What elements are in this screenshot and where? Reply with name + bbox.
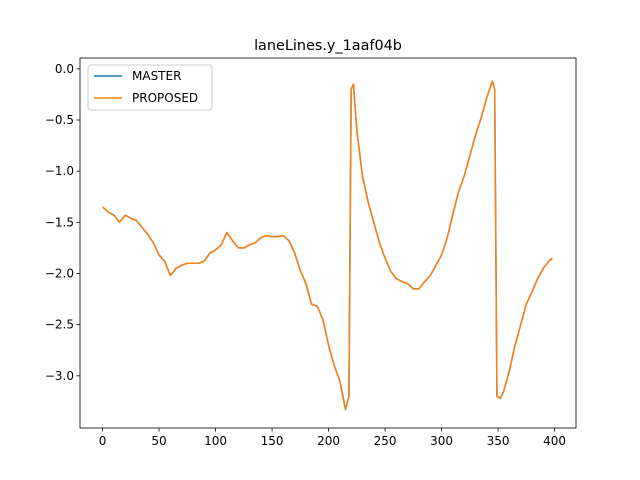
y-tick-label: −2.0 bbox=[45, 266, 74, 280]
y-tick-label: −1.0 bbox=[45, 164, 74, 178]
plot-frame bbox=[79, 57, 577, 429]
x-tick-label: 100 bbox=[204, 434, 227, 448]
y-tick-label: 0.0 bbox=[55, 62, 74, 76]
y-tick-label: −1.5 bbox=[45, 215, 74, 229]
x-tick-label: 0 bbox=[99, 434, 107, 448]
legend-label: PROPOSED bbox=[132, 91, 198, 105]
x-tick-label: 50 bbox=[151, 434, 166, 448]
x-tick-label: 400 bbox=[543, 434, 566, 448]
legend-label: MASTER bbox=[132, 69, 181, 83]
x-tick-label: 250 bbox=[374, 434, 397, 448]
line-series bbox=[102, 80, 553, 411]
y-tick-label: −3.0 bbox=[45, 369, 74, 383]
x-tick-label: 350 bbox=[487, 434, 510, 448]
x-tick-label: 300 bbox=[430, 434, 453, 448]
x-tick-label: 150 bbox=[261, 434, 284, 448]
x-tick-label: 200 bbox=[317, 434, 340, 448]
y-tick-label: −0.5 bbox=[45, 113, 74, 127]
chart-title: laneLines.y_1aaf04b bbox=[254, 38, 402, 54]
y-tick-label: −2.5 bbox=[45, 318, 74, 332]
